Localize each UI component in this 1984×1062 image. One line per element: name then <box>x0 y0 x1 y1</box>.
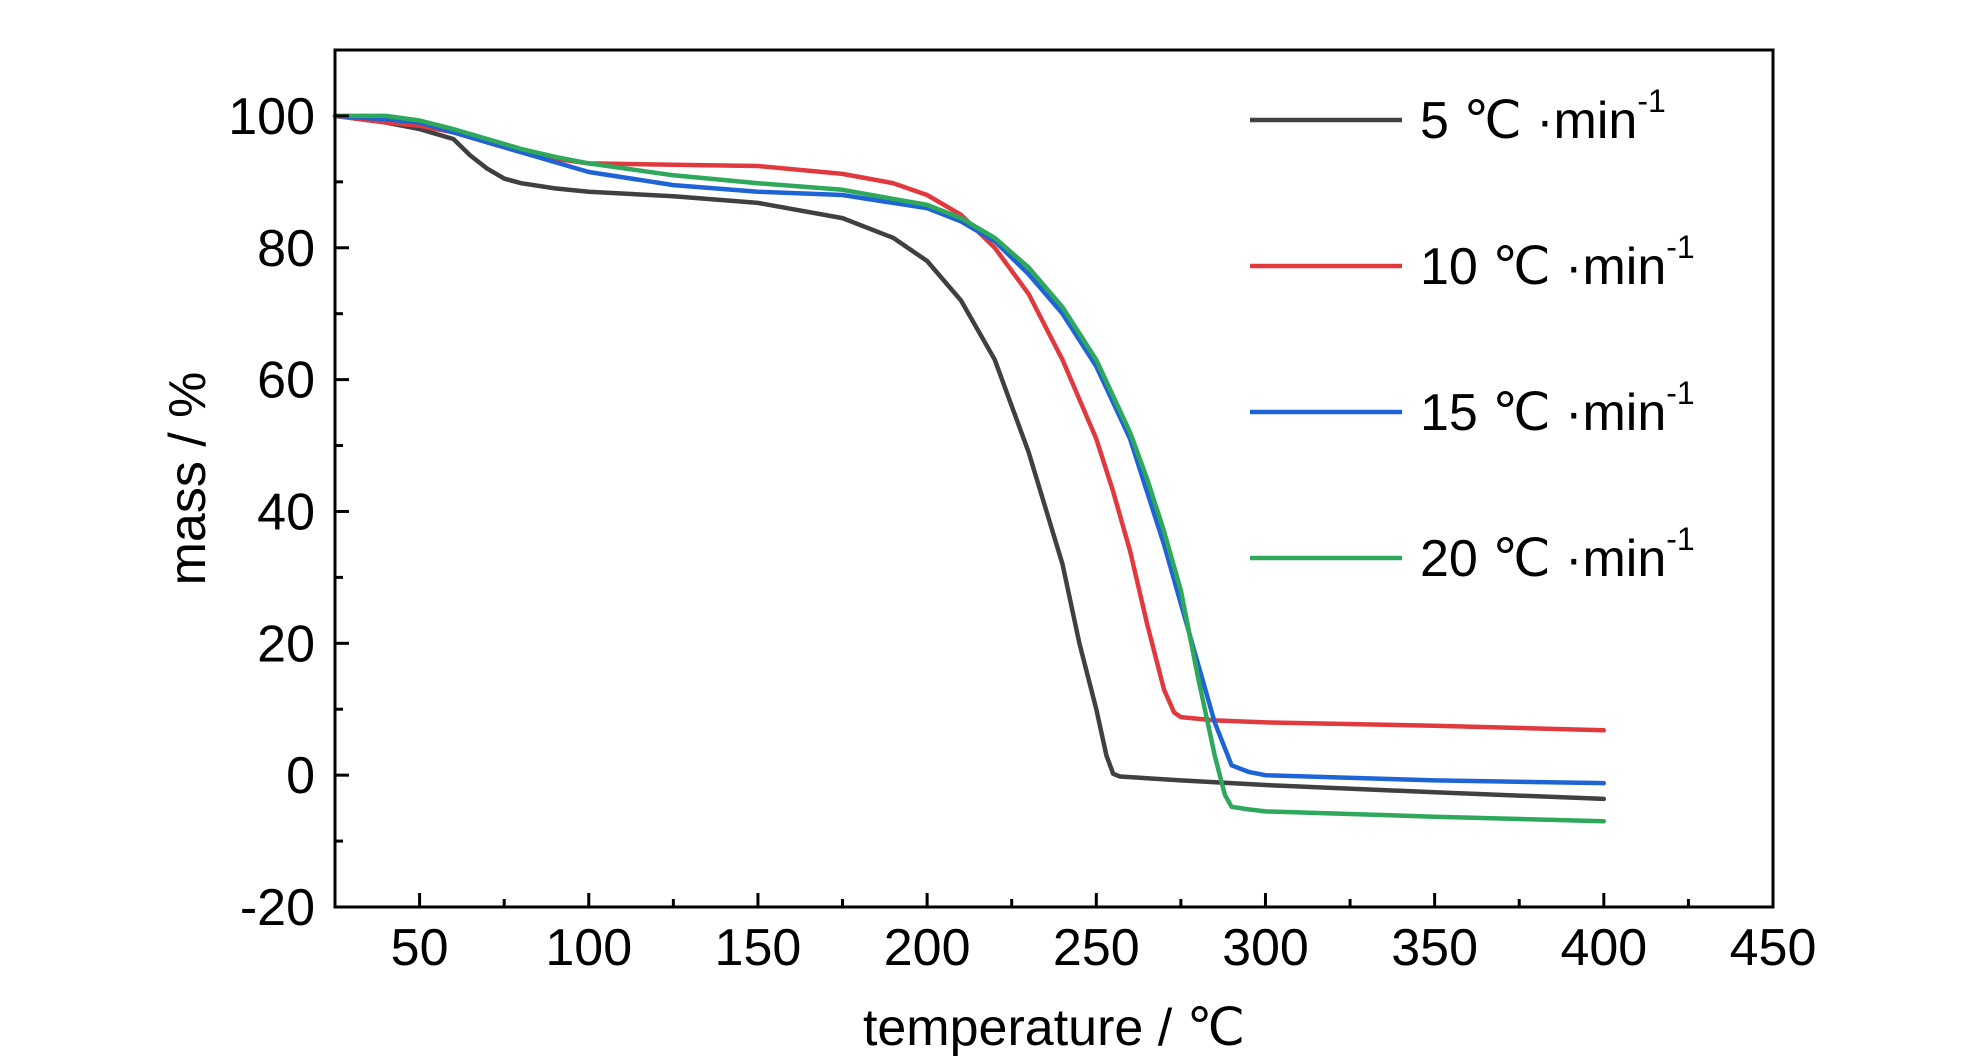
x-tick-label: 350 <box>1391 919 1478 977</box>
series-line-15 <box>332 113 1607 786</box>
x-tick-label: 200 <box>884 919 971 977</box>
y-tick-label: 0 <box>286 747 315 805</box>
x-tick-label: 50 <box>391 919 449 977</box>
series-line-10 <box>332 113 1607 733</box>
y-tick-label: 80 <box>257 220 315 278</box>
legend-label: 20 ℃ ·min-1 <box>1420 521 1695 588</box>
y-tick-label: -20 <box>240 879 315 937</box>
legend: 5 ℃ ·min-1 10 ℃ ·min-1 15 ℃ ·min-1 20 ℃ ·mi… <box>1250 83 1695 588</box>
legend-label: 5 ℃ ·min-1 <box>1420 83 1666 150</box>
x-tick-label: 150 <box>715 919 802 977</box>
series-layer <box>332 113 1607 824</box>
legend-item-10: 10 ℃ ·min-1 <box>1250 229 1695 296</box>
x-tick-label: 450 <box>1730 919 1817 977</box>
axis-ticks <box>335 114 1775 909</box>
y-tick-label: 100 <box>228 88 315 146</box>
y-axis-title: mass / % <box>159 372 217 586</box>
legend-label: 15 ℃ ·min-1 <box>1420 375 1695 442</box>
legend-item-15: 15 ℃ ·min-1 <box>1250 375 1695 442</box>
x-tick-label: 250 <box>1053 919 1140 977</box>
y-tick-label: 40 <box>257 483 315 541</box>
x-axis-tick-labels: 50 100 150 200 250 300 350 400 450 <box>391 919 1817 977</box>
x-tick-label: 100 <box>545 919 632 977</box>
x-tick-label: 400 <box>1560 919 1647 977</box>
series-line-5 <box>332 113 1607 802</box>
y-axis-tick-labels: -20 0 20 40 60 80 100 <box>228 88 315 937</box>
x-axis-title: temperature / ℃ <box>863 999 1245 1057</box>
plot-area-frame <box>333 48 1775 909</box>
legend-item-20: 20 ℃ ·min-1 <box>1250 521 1695 588</box>
y-tick-label: 20 <box>257 615 315 673</box>
legend-label: 10 ℃ ·min-1 <box>1420 229 1695 296</box>
series-line-20 <box>332 113 1607 824</box>
legend-item-5: 5 ℃ ·min-1 <box>1250 83 1666 150</box>
x-tick-label: 300 <box>1222 919 1309 977</box>
y-tick-label: 60 <box>257 352 315 410</box>
